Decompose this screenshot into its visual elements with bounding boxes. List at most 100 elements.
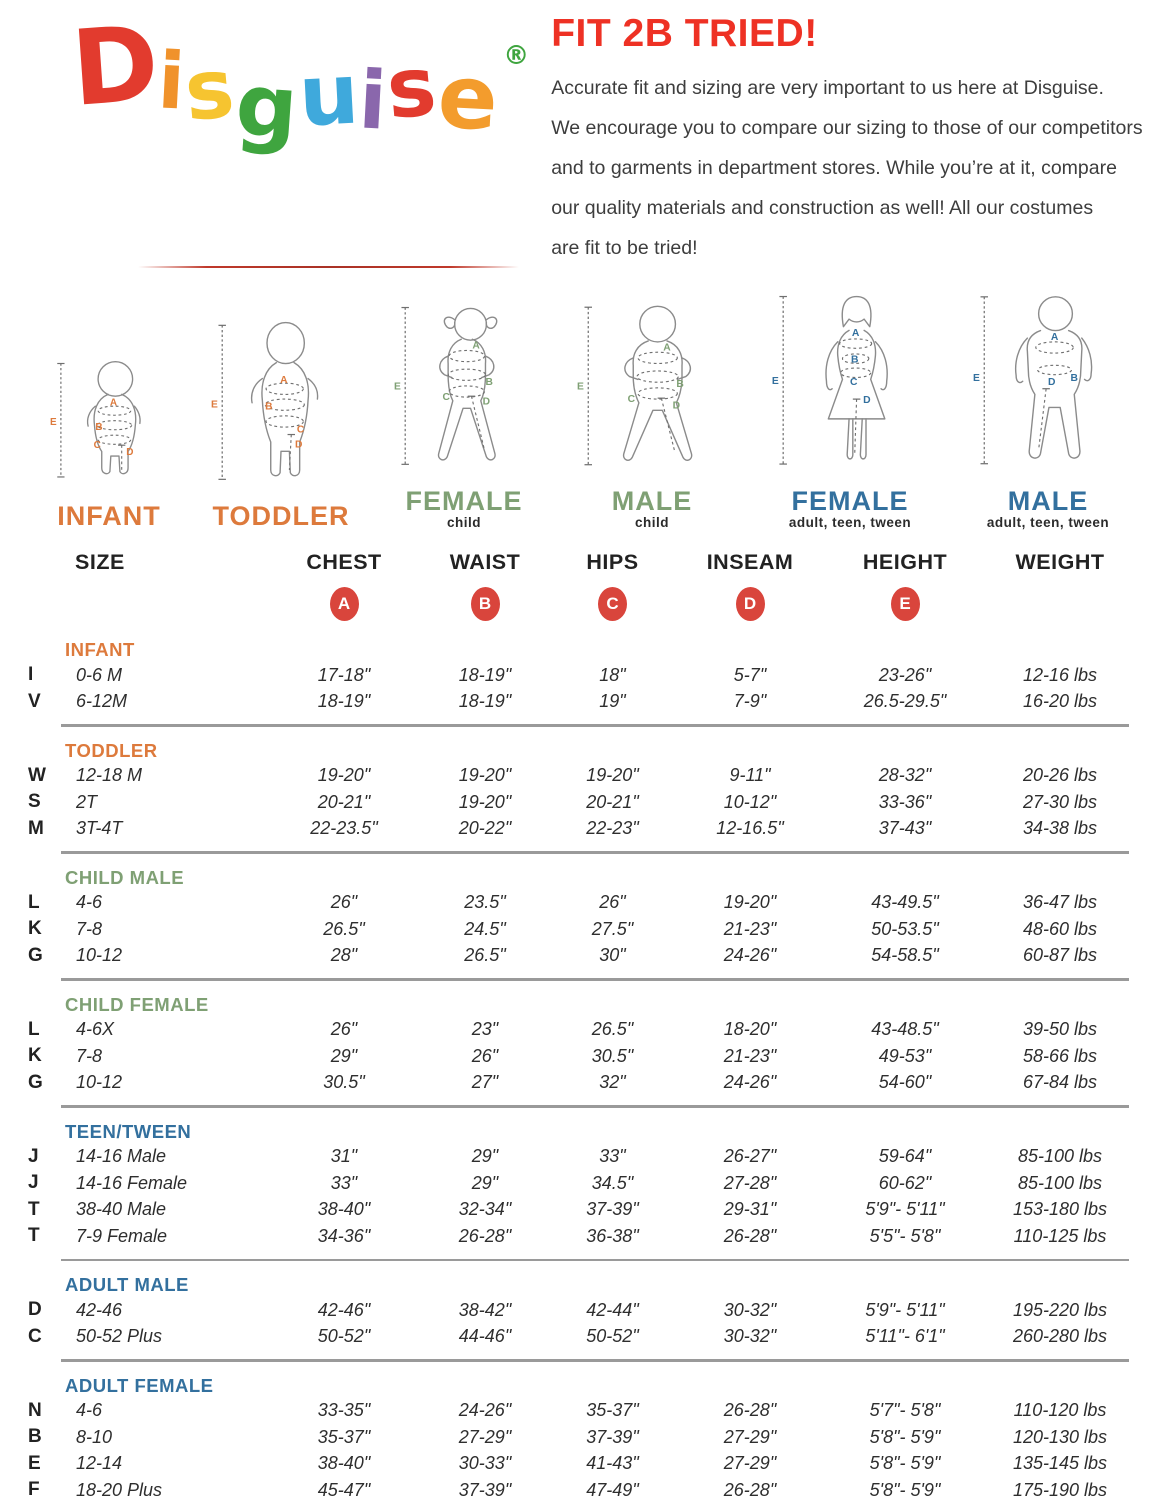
table-row: I 0-6 M 17-18" 18-19" 18" 5-7" 23-26" 12-16 lbs: [25, 662, 1135, 689]
measure-letter-e: E: [973, 374, 980, 385]
cell-hips: 37-39": [586, 1426, 639, 1447]
cell-height: 50-53.5": [871, 918, 939, 939]
cell-height: 5'8"- 5'9": [869, 1426, 941, 1447]
measure-letter-d: D: [295, 439, 302, 450]
cell-waist: 44-46": [458, 1326, 512, 1347]
cell-chest: 19-20": [317, 765, 371, 786]
figure-caption: MALE adult, teen, tween: [987, 487, 1109, 530]
logo: Disguise ®: [68, 2, 529, 159]
cell-code: G: [28, 944, 43, 966]
figure-right-leg: [859, 418, 867, 461]
cell-inseam: 29-31": [723, 1199, 777, 1220]
measure-letter-b: B: [851, 355, 858, 366]
figure-left-arm: [825, 341, 839, 391]
section-heading: ADULT MALE: [65, 1274, 189, 1295]
hips-measure-ellipse: [97, 434, 132, 445]
table-section-child-female: CHILD FEMALE L 4-6X 26" 23" 26.5" 18-20" 43-48.…: [25, 992, 1135, 1097]
measure-letter-a: A: [852, 329, 860, 340]
chest-measure-ellipse: [448, 350, 486, 363]
cell-code: J: [28, 1145, 39, 1167]
table-row: D 42-46 42-46" 38-42" 42-44" 30-32" 5'9"- 5'11…: [25, 1297, 1135, 1324]
cell-inseam: 26-28": [723, 1225, 777, 1246]
cell-size: 6-12M: [76, 691, 128, 712]
figure-label: MALE: [1007, 486, 1089, 517]
table-row: W 12-18 M 19-20" 19-20" 19-20" 9-11" 28-32" 20-…: [25, 763, 1135, 790]
cell-weight: 135-145 lbs: [1012, 1453, 1108, 1474]
figure-caption: MALE child: [612, 487, 693, 530]
cell-weight: 39-50 lbs: [1022, 1019, 1098, 1040]
page-header: Disguise ® FIT 2B TRIED! Accurate fit and…: [0, 0, 1159, 268]
table-section-adult-male: ADULT MALE D 42-46 42-46" 38-42" 42-44" 30-32"…: [25, 1272, 1135, 1350]
cell-inseam: 9-11": [729, 765, 771, 786]
measure-letter-b: B: [485, 377, 492, 388]
cell-inseam: 26-28": [723, 1479, 777, 1500]
section-divider: [61, 1105, 1129, 1108]
section-heading: ADULT FEMALE: [65, 1374, 214, 1396]
cell-inseam: 18-20": [723, 1019, 777, 1040]
measure-letter-d: D: [673, 401, 680, 412]
logo-letter: u: [296, 44, 362, 146]
cell-weight: 195-220 lbs: [1012, 1299, 1108, 1320]
waist-measure-ellipse: [841, 353, 870, 365]
cell-hips: 18": [599, 664, 626, 685]
cell-height: 54-58.5": [871, 945, 939, 966]
table-section-infant: INFANT I 0-6 M 17-18" 18-19" 18" 5-7" 23-26" 12-…: [25, 637, 1135, 715]
hips-measure-ellipse: [840, 367, 872, 379]
intro-line: Accurate fit and sizing are very importa…: [551, 77, 1104, 99]
cell-hips: 47-49": [586, 1479, 639, 1500]
cell-size: 7-9 Female: [76, 1225, 168, 1246]
cell-waist: 26": [471, 1045, 499, 1066]
figure-sublabel: child: [446, 514, 481, 530]
cell-weight: 153-180 lbs: [1012, 1199, 1108, 1220]
intro-block: FIT 2B TRIED! Accurate fit and sizing ar…: [529, 6, 1142, 268]
cell-chest: 45-47": [317, 1479, 371, 1500]
cell-weight: 120-130 lbs: [1012, 1426, 1108, 1447]
cell-chest: 26": [330, 1019, 358, 1040]
cell-code: K: [28, 1045, 42, 1067]
measure-letter-d: D: [126, 447, 133, 458]
cell-chest: 31": [330, 1146, 358, 1167]
cell-waist: 18-19": [458, 691, 512, 712]
column-header-inseam: INSEAM: [706, 549, 794, 574]
female-adult-figure: A B C D E FEMALE adult, teen, tween: [770, 271, 930, 530]
column-header-size: SIZE: [75, 549, 125, 574]
section-heading: CHILD FEMALE: [65, 993, 209, 1015]
section-heading: CHILD MALE: [65, 866, 185, 888]
badge-c: C: [598, 587, 627, 621]
waist-measure-ellipse: [1037, 365, 1072, 376]
cell-size: 7-8: [76, 1045, 103, 1066]
table-row: T 7-9 Female 34-36" 26-28" 36-38" 26-28" 5'5"-…: [25, 1223, 1135, 1250]
waist-measure-ellipse: [264, 398, 305, 411]
cell-chest: 26": [330, 892, 358, 913]
cell-waist: 37-39": [458, 1479, 512, 1500]
column-header-hips: HIPS: [586, 549, 639, 574]
cell-weight: 12-16 lbs: [1022, 664, 1098, 685]
cell-height: 60-62": [878, 1172, 932, 1193]
cell-height: 23-26": [878, 664, 932, 685]
figure-body: [1026, 330, 1083, 460]
cell-inseam: 27-29": [723, 1453, 777, 1474]
measure-letter-e: E: [50, 417, 57, 428]
figure-left-arm: [1014, 337, 1029, 384]
section-divider: [61, 978, 1129, 981]
table-row: L 4-6X 26" 23" 26.5" 18-20" 43-48.5" 39-50 lbs: [25, 1017, 1135, 1044]
figure-left-arm: [250, 377, 264, 404]
section-heading: TODDLER: [65, 739, 158, 761]
cell-weight: 36-47 lbs: [1022, 892, 1098, 913]
cell-height: 5'5"- 5'8": [869, 1225, 941, 1246]
male-adult-figure: A B D E MALE adult, teen, tween: [973, 271, 1123, 530]
figure-caption: TODDLER: [212, 501, 349, 530]
waist-measure-ellipse: [96, 419, 133, 430]
cell-hips: 30": [599, 945, 626, 966]
figure-body: [827, 330, 886, 421]
figure-right-arm: [307, 377, 319, 400]
cell-height: 43-48.5": [871, 1019, 939, 1040]
cell-hips: 36-38": [586, 1225, 639, 1246]
column-header-waist: WAIST: [449, 549, 521, 574]
figure-left-arm: [86, 405, 97, 427]
cell-inseam: 30-32": [723, 1326, 777, 1347]
figure-right-arm: [1081, 337, 1093, 382]
table-row: J 14-16 Male 31" 29" 33" 26-27" 59-64" 85-100 l…: [25, 1144, 1135, 1171]
measure-letter-b: B: [676, 379, 683, 390]
cell-weight: 85-100 lbs: [1017, 1172, 1103, 1193]
